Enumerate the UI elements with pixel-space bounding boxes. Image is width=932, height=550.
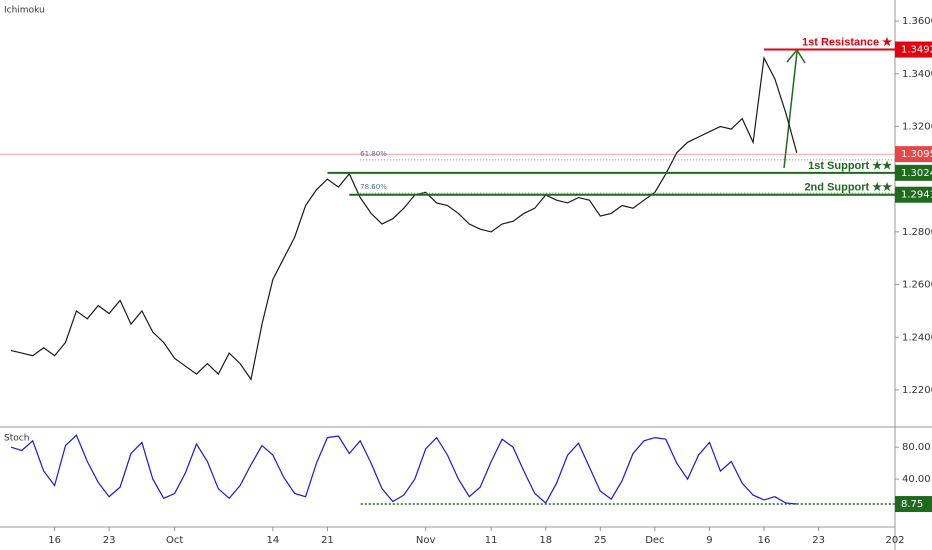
y-tick-label: 1.2400	[902, 332, 932, 343]
x-tick-label: Dec	[645, 535, 664, 546]
main-pane-title: Ichimoku	[4, 6, 45, 16]
x-tick-label: 202	[885, 535, 904, 546]
series-line	[10, 434, 797, 505]
stoch-pane-title: Stoch	[4, 434, 29, 444]
level-value: 1.3492	[901, 45, 932, 56]
level-tag	[895, 164, 932, 181]
level-tag	[895, 41, 932, 58]
stoch-last-label: 8.75	[901, 499, 923, 510]
y-tick-label: 1.2800	[902, 227, 932, 238]
y-tick-label: 80.00	[902, 442, 931, 453]
y-tick-label: 40.00	[902, 474, 931, 485]
x-tick-label: 14	[266, 535, 279, 546]
level-label: 1st Support ★★	[808, 160, 892, 172]
x-tick-label: 16	[758, 535, 771, 546]
level-label: 1st Resistance ★	[802, 36, 892, 48]
x-tick-label: 18	[539, 535, 552, 546]
fib-label: 78.60%	[360, 183, 387, 191]
x-tick-label: Oct	[166, 535, 183, 546]
x-tick-label: Nov	[416, 535, 436, 546]
x-tick-label: 16	[48, 535, 61, 546]
level-value: 1.2941	[901, 190, 932, 201]
stoch-last-tag	[895, 496, 932, 513]
y-tick-label: 1.3200	[902, 121, 932, 132]
last-price-label: 1.3095	[901, 149, 932, 160]
level-tag	[895, 186, 932, 203]
x-tick-label: 21	[321, 535, 334, 546]
level-label: 2nd Support ★★	[804, 182, 892, 194]
last-price-tag	[895, 146, 932, 163]
x-tick-label: 23	[103, 535, 116, 546]
x-tick-label: 23	[812, 535, 825, 546]
y-tick-label: 1.2200	[902, 385, 932, 396]
level-value: 1.3024	[901, 168, 932, 179]
x-tick-label: 25	[594, 535, 607, 546]
series-line	[10, 56, 798, 381]
x-tick-label: 11	[485, 535, 498, 546]
y-tick-label: 1.2600	[902, 280, 932, 291]
y-tick-label: 1.3400	[902, 69, 932, 80]
y-tick-label: 1.3600	[902, 16, 932, 27]
x-tick-label: 9	[706, 535, 712, 546]
